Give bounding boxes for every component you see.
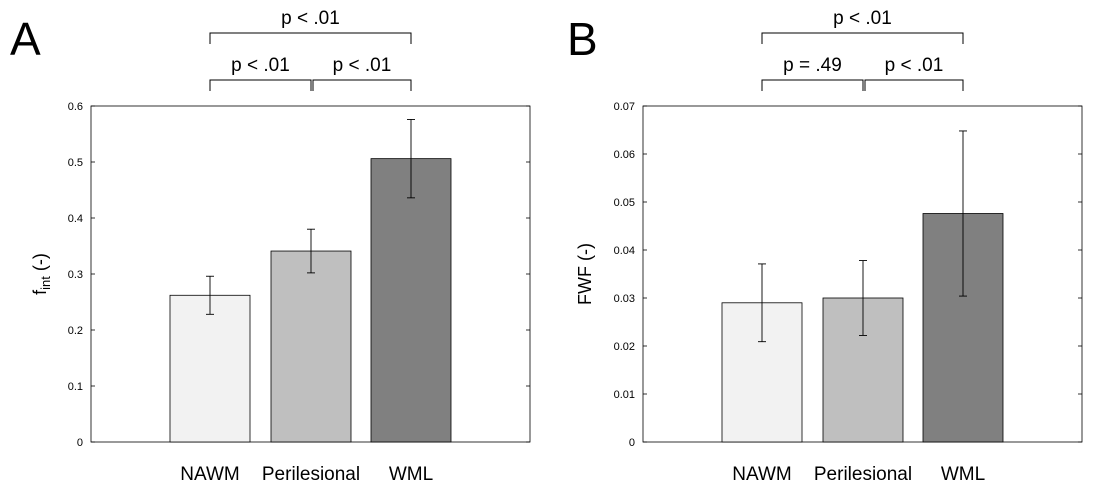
panel-b-xlabel-perilesional: Perilesional bbox=[814, 464, 912, 485]
panel-a-xlabel-perilesional: Perilesional bbox=[262, 464, 360, 485]
panel-b-ylabel: FWF (-) bbox=[575, 243, 595, 305]
panel-a-significance: p < .01 p < .01 p < .01 bbox=[209, 8, 412, 91]
panel-a-errorbar-wml bbox=[407, 118, 415, 199]
panel-a-bar-nawm bbox=[169, 294, 251, 443]
panel-a-ylabel: fint (-) bbox=[30, 253, 53, 295]
panel-a-bar-perilesional bbox=[270, 250, 352, 443]
panel-b-sig-label: p = .49 bbox=[783, 55, 842, 76]
panel-b-bars bbox=[721, 213, 1004, 443]
panel-a-xlabel-wml: WML bbox=[389, 464, 433, 485]
panel-a: A 00.10.20.30.40.50.6 p < .01 p < .01p < … bbox=[10, 8, 531, 485]
panel-a-xlabel-nawm: NAWM bbox=[180, 464, 239, 485]
panel-b-ytick-label: 0 bbox=[629, 437, 635, 449]
panel-b-sig-label: p < .01 bbox=[885, 55, 944, 76]
panel-b-xlabel-nawm: NAWM bbox=[732, 464, 791, 485]
panel-a-letter: A bbox=[10, 13, 41, 65]
panel-a-ytick-label: 0 bbox=[77, 437, 83, 449]
panel-b-ytick-label: 0.05 bbox=[614, 197, 635, 209]
panel-b-ytick-label: 0.02 bbox=[614, 341, 635, 353]
panel-b-yticks: 0 0.01 0.02 0.03 0.04 0.05 0.06 0.07 bbox=[614, 101, 1082, 449]
panel-a-ytick-label: 0.2 bbox=[68, 325, 83, 337]
panel-b-errorbar-perilesional bbox=[859, 260, 867, 336]
panel-a-bar-wml bbox=[370, 158, 452, 443]
panel-b-letter: B bbox=[567, 13, 598, 65]
panel-b-xlabel-wml: WML bbox=[941, 464, 985, 485]
panel-b-sig-bracket: p < .01 bbox=[761, 8, 964, 44]
panel-b: B 00.010.020.030.040.050.060.07 p = .49 p… bbox=[567, 8, 1083, 485]
panel-a-sig-bracket: p < .01 bbox=[209, 8, 412, 44]
panel-a-bars bbox=[169, 158, 452, 443]
panel-b-ytick-label: 0.07 bbox=[614, 101, 635, 113]
panel-a-errorbar-nawm bbox=[206, 275, 214, 315]
panel-b-ytick-label: 0.01 bbox=[614, 389, 635, 401]
panel-b-errorbars bbox=[758, 130, 967, 343]
panel-a-ytick-label: 0.4 bbox=[68, 213, 83, 225]
panel-a-ytick-label: 0.1 bbox=[68, 381, 83, 393]
panel-a-ytick-label: 0.3 bbox=[68, 269, 83, 281]
panel-b-significance: p = .49 p < .01 p < .01 bbox=[761, 8, 964, 91]
panel-b-ytick-label: 0.03 bbox=[614, 293, 635, 305]
panel-a-yticks: 0 0.1 0.2 0.3 0.4 0.5 0.6 bbox=[68, 101, 530, 449]
panel-b-sig-bracket: p < .01 bbox=[864, 55, 964, 91]
panel-a-errorbars bbox=[206, 118, 415, 315]
panel-a-ytick-label: 0.5 bbox=[68, 157, 83, 169]
panel-b-errorbar-nawm bbox=[758, 263, 766, 343]
panel-a-sig-label: p < .01 bbox=[281, 8, 340, 29]
panel-a-ytick-label: 0.6 bbox=[68, 101, 83, 113]
panel-b-sig-label: p < .01 bbox=[833, 8, 892, 29]
panel-a-sig-bracket: p < .01 bbox=[209, 55, 312, 91]
panel-a-errorbar-perilesional bbox=[307, 228, 315, 274]
panel-b-sig-bracket: p = .49 bbox=[761, 55, 864, 91]
panel-a-sig-label: p < .01 bbox=[333, 55, 392, 76]
panel-b-errorbar-wml bbox=[959, 130, 967, 297]
panel-a-sig-bracket: p < .01 bbox=[312, 55, 412, 91]
panel-b-ytick-label: 0.04 bbox=[614, 245, 635, 257]
panel-a-sig-label: p < .01 bbox=[231, 55, 290, 76]
panel-b-ytick-label: 0.06 bbox=[614, 149, 635, 161]
